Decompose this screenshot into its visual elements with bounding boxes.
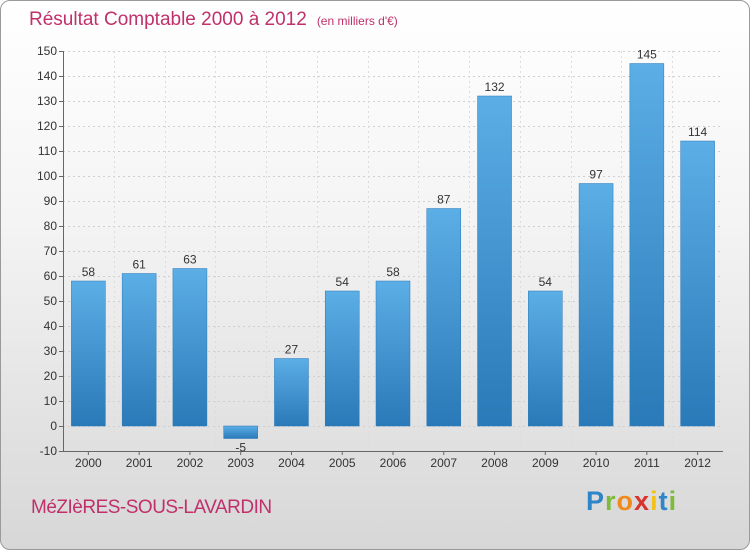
- y-tick-label: 30: [44, 344, 58, 358]
- x-tick-label: 2010: [583, 456, 610, 470]
- bar-2012: [680, 140, 715, 427]
- bar-2010: [578, 183, 614, 427]
- y-tick-label: 50: [44, 294, 58, 308]
- x-tick-label: 2008: [481, 456, 508, 470]
- logo-letter: i: [650, 486, 659, 516]
- data-label: 87: [437, 193, 451, 207]
- proxiti-logo[interactable]: Proxiti: [586, 486, 677, 517]
- data-label: -5: [235, 441, 246, 455]
- bar-2003: [223, 425, 258, 439]
- logo-letter: o: [616, 486, 635, 516]
- bar-2009: [528, 290, 563, 427]
- data-label: 27: [285, 343, 299, 357]
- y-tick-label: 0: [50, 419, 57, 433]
- bar-2011: [629, 63, 665, 427]
- data-label: 58: [82, 265, 96, 279]
- data-label: 132: [485, 80, 505, 94]
- y-tick-label: 110: [38, 144, 57, 158]
- x-tick-label: 2011: [634, 456, 660, 470]
- x-tick-label: 2004: [278, 456, 305, 470]
- data-label: 61: [132, 258, 146, 272]
- bar-2000: [71, 280, 106, 427]
- logo-letter: r: [605, 486, 617, 516]
- bar-2007: [426, 208, 462, 427]
- data-label: 114: [688, 125, 707, 139]
- x-axis: 2000 2001 2002 2003 2004 2005 2006 2007 2008 2009…: [63, 451, 723, 470]
- x-tick-label: 2009: [532, 456, 559, 470]
- y-tick-label: 60: [44, 269, 58, 283]
- commune-name: MéZIèRES-SOUS-LAVARDIN: [31, 497, 272, 518]
- x-tick-label: 2007: [430, 456, 457, 470]
- bar-2006: [375, 280, 411, 427]
- x-tick-label: 2000: [75, 456, 102, 470]
- x-tick-label: 2001: [126, 456, 153, 470]
- y-tick-label: 100: [37, 169, 57, 183]
- title-main: Résultat Comptable 2000 à 2012: [29, 9, 307, 30]
- y-tick-label: 40: [44, 319, 58, 333]
- bar-2004: [274, 358, 309, 427]
- y-tick-label: 80: [44, 219, 58, 233]
- data-label: 54: [336, 275, 350, 289]
- data-label: 145: [637, 48, 657, 62]
- title-unit: (en milliers d'€): [316, 14, 398, 28]
- y-tick-label: 20: [44, 369, 58, 383]
- data-labels: 58 61 63 -5 27 54 58 87 132 54 97 145 114: [82, 48, 708, 455]
- y-tick-label: 10: [44, 394, 58, 408]
- bar-2001: [121, 273, 157, 427]
- data-label: 63: [183, 253, 197, 267]
- logo-letter: i: [668, 486, 678, 516]
- bars: [71, 63, 715, 439]
- data-label: 97: [589, 168, 603, 182]
- y-tick-label: 70: [44, 244, 58, 258]
- y-tick-label: 90: [44, 194, 58, 208]
- x-tick-label: 2005: [329, 456, 356, 470]
- logo-letter: P: [586, 486, 606, 516]
- logo-letter: x: [634, 486, 651, 516]
- x-tick-label: 2006: [380, 456, 407, 470]
- y-tick-label: 130: [37, 94, 57, 108]
- y-axis: -10 0 10 20 30 40 50 60 70 80 90 100 110 120 130 140 150: [37, 44, 64, 458]
- y-tick-label: -10: [40, 444, 58, 458]
- x-tick-label: 2012: [684, 456, 711, 470]
- y-tick-label: 120: [37, 119, 57, 133]
- data-label: 54: [539, 275, 553, 289]
- y-tick-label: 140: [37, 69, 57, 83]
- chart-title: Résultat Comptable 2000 à 2012 (en millie…: [29, 9, 398, 31]
- x-tick-label: 2003: [227, 456, 254, 470]
- x-tick-label: 2002: [177, 456, 204, 470]
- data-label: 58: [386, 265, 400, 279]
- bar-2005: [324, 290, 360, 427]
- bar-2002: [172, 268, 208, 427]
- bar-2008: [477, 95, 512, 427]
- y-tick-label: 150: [37, 44, 57, 58]
- logo-letter: t: [658, 486, 669, 516]
